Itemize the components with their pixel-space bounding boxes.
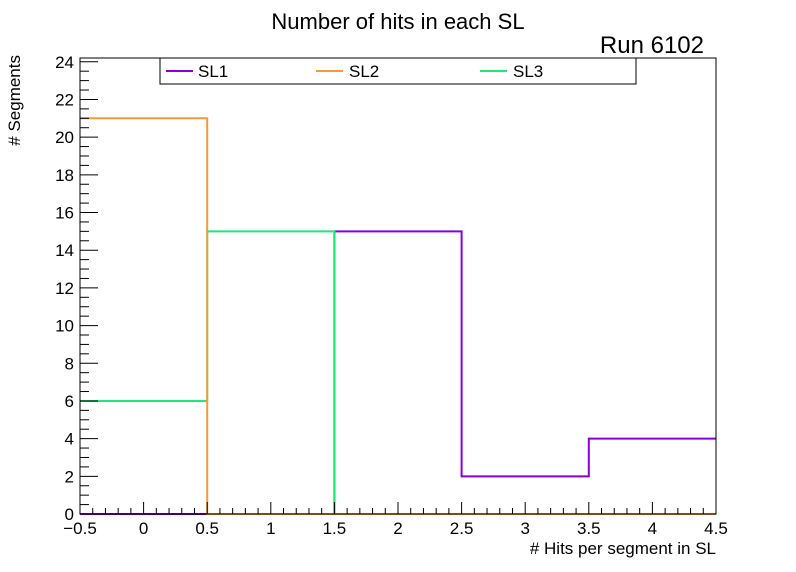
x-tick-label: 0.5 — [195, 519, 219, 538]
y-tick-label: 8 — [65, 354, 74, 373]
ticks-layer — [79, 61, 717, 515]
x-tick-label: 4.5 — [704, 519, 728, 538]
y-tick-label: 12 — [55, 279, 74, 298]
plot-frame — [79, 57, 717, 515]
series-sl1-line — [80, 230, 716, 515]
y-tick-label: 6 — [65, 392, 74, 411]
y-tick-label: 22 — [55, 90, 74, 109]
series-sl3-line — [80, 230, 716, 515]
y-tick-label: 14 — [55, 241, 74, 260]
x-tick-label: 2 — [393, 519, 402, 538]
x-tick-label: 3.5 — [577, 519, 601, 538]
y-tick-label: 20 — [55, 128, 74, 147]
x-axis-label: # Hits per segment in SL — [530, 539, 716, 558]
y-tick-label: 18 — [55, 166, 74, 185]
y-tick-label: 0 — [65, 505, 74, 524]
tick-labels: −0.5 0 0.5 1 1.5 2 2.5 3 3.5 4 4.50246810121416182… — [55, 53, 728, 538]
legend-label-sl2: SL2 — [349, 62, 379, 81]
y-tick-label: 24 — [55, 53, 74, 72]
x-tick-label: 0 — [139, 519, 148, 538]
legend-label-sl3: SL3 — [513, 62, 543, 81]
x-tick-label: 3 — [520, 519, 529, 538]
x-tick-label: 4 — [648, 519, 657, 538]
y-axis-label: # Segments — [5, 55, 24, 146]
y-tick-label: 4 — [65, 430, 74, 449]
x-tick-label: −0.5 — [63, 519, 97, 538]
legend-label-sl1: SL1 — [198, 62, 228, 81]
legend: SL1 SL2 SL3 — [159, 57, 637, 85]
legend-box — [159, 57, 637, 85]
y-tick-label: 10 — [55, 317, 74, 336]
y-tick-label: 16 — [55, 204, 74, 223]
series-sl2-line — [80, 117, 716, 515]
run-annotation: Run 6102 — [600, 32, 704, 59]
chart-title: Number of hits in each SL — [271, 9, 524, 34]
series-layer — [80, 117, 716, 515]
x-tick-label: 1.5 — [323, 519, 347, 538]
x-tick-label: 2.5 — [450, 519, 474, 538]
x-tick-label: 1 — [266, 519, 275, 538]
y-tick-label: 2 — [65, 467, 74, 486]
